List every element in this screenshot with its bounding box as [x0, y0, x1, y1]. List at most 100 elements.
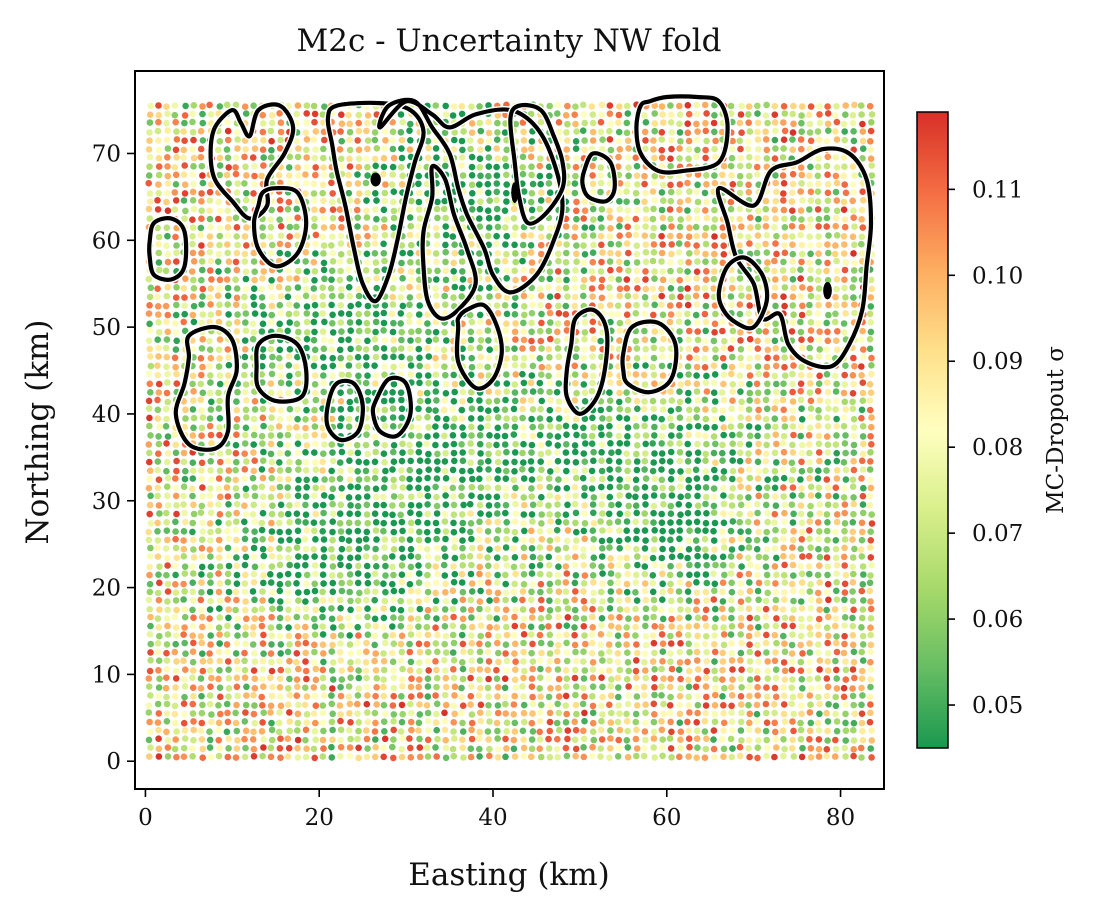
- scatter-point: [468, 561, 475, 569]
- scatter-point: [529, 693, 536, 701]
- scatter-point: [468, 492, 475, 500]
- scatter-point: [172, 441, 180, 449]
- scatter-point: [666, 571, 674, 579]
- scatter-point: [363, 674, 370, 682]
- scatter-point: [762, 458, 769, 465]
- scatter-point: [771, 405, 779, 412]
- scatter-point: [806, 527, 813, 534]
- scatter-point: [206, 294, 213, 301]
- scatter-point: [816, 346, 823, 353]
- scatter-point: [746, 648, 754, 656]
- scatter-point: [181, 735, 189, 742]
- scatter-point: [156, 266, 163, 274]
- scatter-point: [789, 736, 796, 744]
- scatter-point: [328, 615, 336, 623]
- scatter-point: [701, 640, 709, 648]
- scatter-point: [511, 528, 519, 536]
- scatter-point: [668, 485, 676, 492]
- scatter-point: [831, 606, 839, 613]
- scatter-point: [547, 468, 554, 475]
- scatter-point: [217, 693, 224, 701]
- scatter-point: [415, 510, 423, 518]
- scatter-point: [485, 571, 492, 579]
- scatter-point: [728, 718, 736, 725]
- scatter-point: [590, 424, 597, 431]
- scatter-point: [538, 649, 545, 657]
- scatter-point: [772, 423, 779, 431]
- scatter-point: [858, 587, 866, 595]
- scatter-point: [677, 493, 684, 501]
- scatter-point: [616, 258, 623, 266]
- scatter-point: [832, 702, 840, 710]
- scatter-point: [633, 423, 640, 430]
- scatter-point: [206, 667, 214, 674]
- scatter-point: [294, 449, 302, 457]
- scatter-point: [164, 562, 171, 569]
- scatter-point: [449, 587, 457, 595]
- scatter-point: [806, 709, 814, 716]
- scatter-point: [337, 362, 345, 369]
- scatter-point: [755, 658, 762, 665]
- scatter-point: [146, 422, 153, 430]
- scatter-point: [372, 467, 379, 475]
- scatter-point: [850, 500, 857, 508]
- scatter-point: [390, 337, 398, 344]
- scatter-point: [780, 659, 788, 666]
- scatter-point: [371, 709, 379, 717]
- scatter-point: [797, 726, 805, 734]
- scatter-point: [554, 485, 561, 493]
- scatter-point: [824, 398, 832, 405]
- scatter-point: [355, 345, 363, 352]
- scatter-point: [616, 266, 623, 273]
- scatter-point: [337, 389, 344, 397]
- scatter-point: [771, 284, 779, 291]
- scatter-point: [745, 406, 753, 413]
- scatter-point: [242, 310, 250, 317]
- scatter-point: [449, 631, 457, 639]
- scatter-point: [528, 319, 535, 327]
- scatter-point: [562, 692, 570, 700]
- scatter-point: [537, 458, 544, 466]
- scatter-point: [746, 380, 753, 388]
- scatter-point: [832, 736, 839, 744]
- scatter-point: [145, 683, 153, 690]
- scatter-point: [668, 606, 675, 614]
- scatter-point: [495, 449, 502, 457]
- scatter-point: [580, 424, 587, 432]
- scatter-point: [285, 466, 292, 474]
- scatter-point: [476, 614, 483, 621]
- scatter-point: [512, 258, 519, 266]
- scatter-point: [815, 536, 823, 543]
- scatter-point: [320, 580, 327, 587]
- scatter-point: [241, 718, 249, 725]
- scatter-point: [415, 683, 423, 691]
- scatter-point: [276, 605, 284, 612]
- scatter-point: [693, 754, 700, 761]
- scatter-point: [754, 754, 761, 762]
- scatter-point: [850, 570, 857, 578]
- scatter-point: [234, 692, 241, 700]
- scatter-point: [173, 502, 180, 509]
- scatter-point: [772, 320, 779, 328]
- scatter-point: [146, 753, 153, 760]
- scatter-point: [658, 432, 666, 440]
- scatter-point: [319, 613, 326, 621]
- scatter-point: [425, 562, 432, 569]
- scatter-point: [407, 718, 415, 726]
- scatter-point: [424, 536, 432, 544]
- scatter-point: [693, 648, 701, 656]
- scatter-point: [746, 372, 754, 379]
- scatter-point: [503, 345, 511, 353]
- scatter-point: [364, 397, 372, 404]
- scatter-point: [277, 598, 284, 605]
- scatter-point: [842, 362, 849, 370]
- scatter-point: [858, 701, 865, 709]
- scatter-point: [180, 744, 188, 752]
- scatter-point: [171, 613, 179, 621]
- scatter-point: [242, 571, 249, 579]
- scatter-point: [858, 519, 866, 527]
- scatter-point: [799, 441, 806, 449]
- scatter-point: [181, 563, 189, 570]
- scatter-point: [562, 563, 570, 570]
- scatter-point: [598, 717, 605, 725]
